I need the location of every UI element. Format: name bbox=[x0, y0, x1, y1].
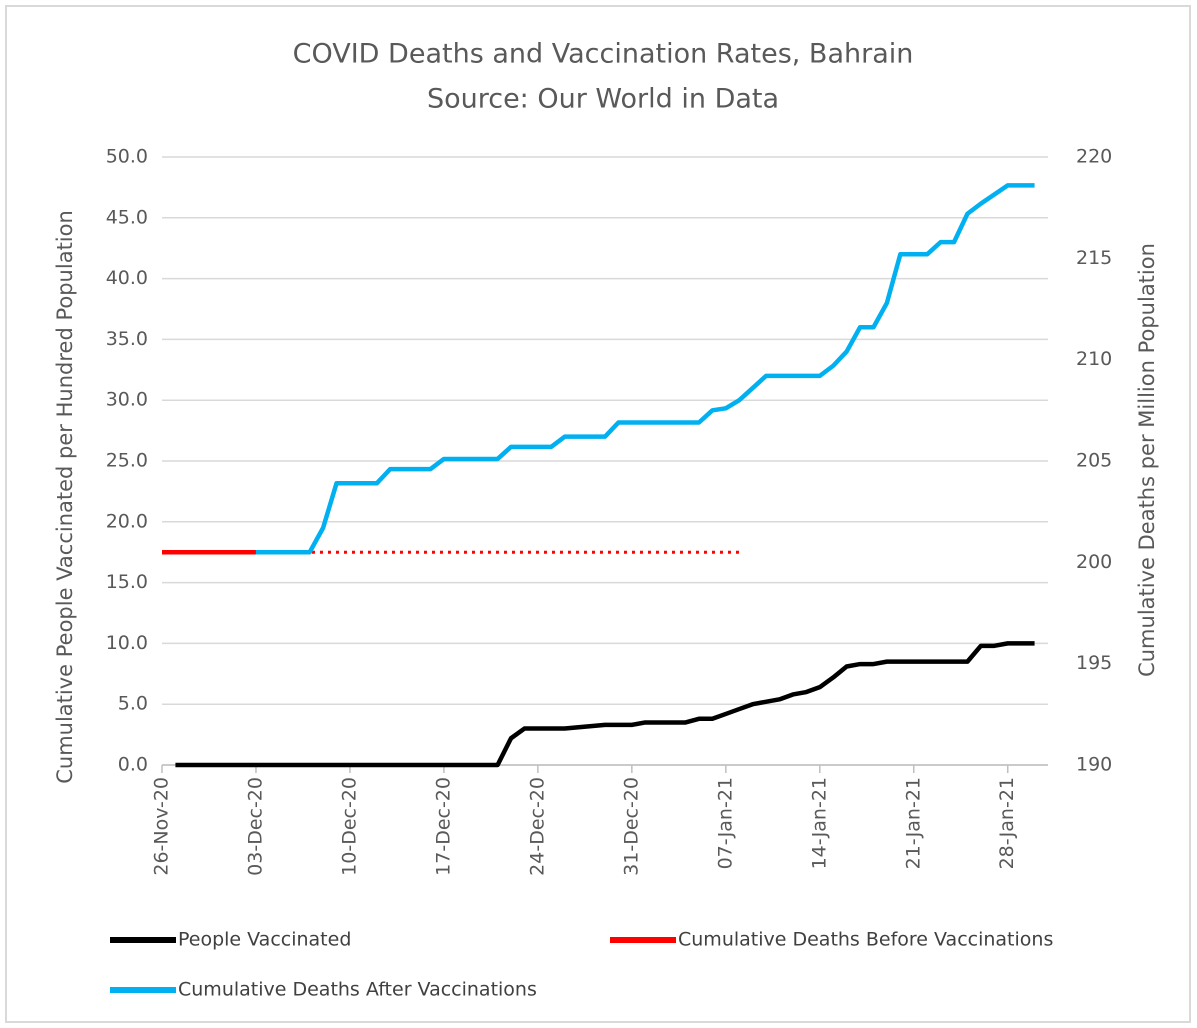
x-tick-label: 17-Dec-20 bbox=[432, 777, 454, 876]
y2-tick-label: 195 bbox=[1076, 652, 1112, 674]
y-tick-label: 0.0 bbox=[118, 754, 148, 776]
y-tick-label: 20.0 bbox=[106, 510, 148, 532]
y-tick-label: 35.0 bbox=[106, 328, 148, 350]
y-tick-label: 50.0 bbox=[106, 146, 148, 168]
x-tick-label: 14-Jan-21 bbox=[808, 777, 830, 869]
y-tick-label: 45.0 bbox=[106, 206, 148, 228]
y2-tick-label: 220 bbox=[1076, 146, 1112, 168]
x-tick-label: 31-Dec-20 bbox=[620, 777, 642, 876]
legend-label: People Vaccinated bbox=[178, 929, 351, 951]
y-axis-title: Cumulative People Vaccinated per Hundred… bbox=[53, 210, 77, 784]
series-line bbox=[255, 183, 1035, 555]
y2-axis-title: Cumulative Deaths per Million Population bbox=[1135, 243, 1159, 677]
legend-label: Cumulative Deaths Before Vaccinations bbox=[678, 929, 1053, 951]
x-tick-label: 24-Dec-20 bbox=[526, 777, 548, 876]
y-tick-label: 40.0 bbox=[106, 267, 148, 289]
y-tick-label: 15.0 bbox=[106, 571, 148, 593]
y2-tick-label: 210 bbox=[1076, 348, 1112, 370]
y2-tick-label: 190 bbox=[1076, 754, 1112, 776]
x-tick-label: 10-Dec-20 bbox=[338, 777, 360, 876]
y2-tick-label: 215 bbox=[1076, 247, 1112, 269]
y-tick-label: 25.0 bbox=[106, 450, 148, 472]
x-tick-label: 26-Nov-20 bbox=[151, 777, 173, 876]
chart-frame bbox=[5, 5, 1191, 1023]
y2-tick-label: 200 bbox=[1076, 551, 1112, 573]
series-line bbox=[175, 641, 1035, 768]
y-tick-label: 5.0 bbox=[118, 693, 148, 715]
x-tick-label: 07-Jan-21 bbox=[714, 777, 736, 869]
chart-subtitle: Source: Our World in Data bbox=[427, 84, 779, 115]
y-tick-label: 10.0 bbox=[106, 632, 148, 654]
legend-label: Cumulative Deaths After Vaccinations bbox=[178, 979, 537, 1001]
x-tick-label: 21-Jan-21 bbox=[902, 777, 924, 869]
x-tick-label: 03-Dec-20 bbox=[244, 777, 266, 876]
chart-title: COVID Deaths and Vaccination Rates, Bahr… bbox=[293, 39, 914, 70]
y-tick-label: 30.0 bbox=[106, 389, 148, 411]
y2-tick-label: 205 bbox=[1076, 450, 1112, 472]
x-tick-label: 28-Jan-21 bbox=[996, 777, 1018, 869]
